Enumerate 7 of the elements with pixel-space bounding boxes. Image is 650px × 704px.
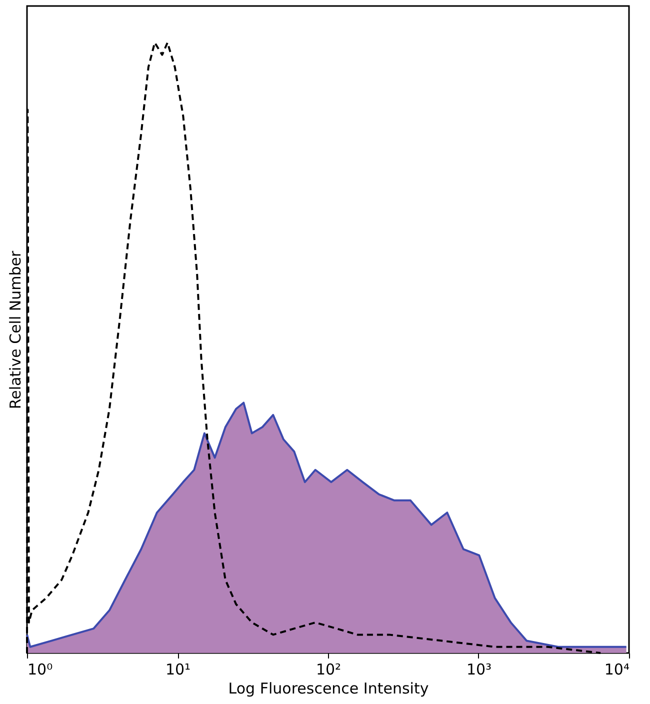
x-axis-title: Log Fluorescence Intensity [228, 680, 429, 698]
x-tick-label: 10⁴ [604, 660, 630, 678]
x-tick-label: 10³ [466, 660, 492, 678]
x-tick-label: 10² [316, 660, 342, 678]
y-axis-title: Relative Cell Number [6, 250, 24, 410]
x-tick-label: 10⁰ [28, 660, 53, 678]
x-tick-label: 10¹ [165, 660, 191, 678]
